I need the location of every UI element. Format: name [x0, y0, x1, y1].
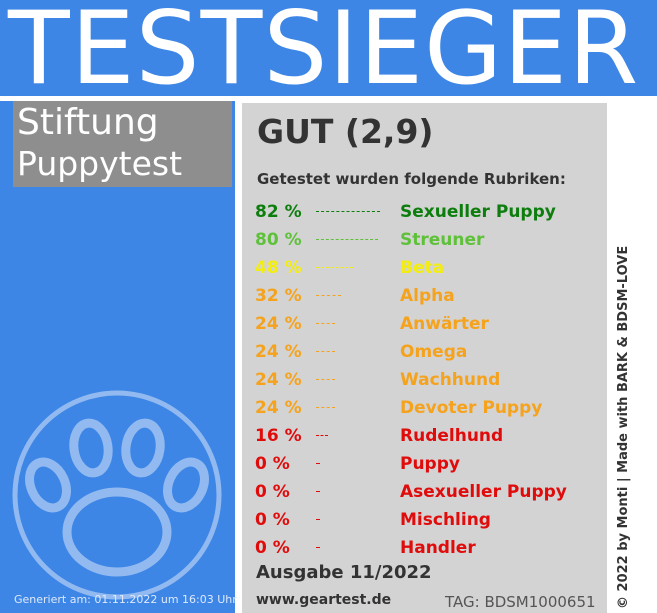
category-bar: [316, 407, 335, 408]
generated-timestamp: Generiert am: 01.11.2022 um 16:03 Uhr: [14, 593, 237, 606]
category-name: Rudelhund: [400, 426, 504, 446]
category-name: Alpha: [400, 286, 455, 306]
category-bar: [316, 547, 320, 548]
category-name: Sexueller Puppy: [400, 202, 556, 222]
category-bar: [316, 435, 328, 436]
category-name: Asexueller Puppy: [400, 482, 567, 502]
copyright-credit: © 2022 by Monti | Made with BARK & BDSM-…: [616, 245, 631, 609]
category-bar: [316, 295, 341, 296]
category-row: 24 % Wachhund: [0, 368, 607, 392]
category-percent: 0 %: [255, 510, 290, 530]
category-row: 0 % Puppy: [0, 452, 607, 476]
category-name: Beta: [400, 258, 445, 278]
category-percent: 80 %: [255, 230, 302, 250]
paw-icon: [12, 390, 222, 600]
category-percent: 24 %: [255, 314, 302, 334]
category-row: 80 % Streuner: [0, 228, 607, 252]
category-percent: 0 %: [255, 454, 290, 474]
category-name: Wachhund: [400, 370, 501, 390]
category-percent: 82 %: [255, 202, 302, 222]
category-name: Mischling: [400, 510, 491, 530]
brand-name-line2: Puppytest: [17, 144, 183, 183]
category-name: Devoter Puppy: [400, 398, 543, 418]
website-link[interactable]: www.geartest.de: [256, 592, 392, 608]
tag-id: TAG: BDSM1000651: [445, 593, 596, 611]
category-bar: [316, 211, 380, 212]
category-row: 24 % Omega: [0, 340, 607, 364]
category-row: 82 % Sexueller Puppy: [0, 200, 607, 224]
category-bar: [316, 351, 335, 352]
category-row: 16 % Rudelhund: [0, 424, 607, 448]
brand-box: [13, 101, 232, 187]
category-bar: [316, 267, 353, 268]
category-percent: 0 %: [255, 482, 290, 502]
category-row: 0 % Handler: [0, 536, 607, 560]
category-percent: 16 %: [255, 426, 302, 446]
categories-intro: Getestet wurden folgende Rubriken:: [257, 170, 566, 188]
category-name: Omega: [400, 342, 468, 362]
category-name: Streuner: [400, 230, 485, 250]
brand-name-line1: Stiftung: [17, 102, 159, 143]
category-percent: 24 %: [255, 342, 302, 362]
banner-title: TESTSIEGER: [8, 0, 640, 107]
category-row: 24 % Devoter Puppy: [0, 396, 607, 420]
grade-label: GUT (2,9): [257, 112, 434, 151]
category-row: 0 % Asexueller Puppy: [0, 480, 607, 504]
category-bar: [316, 491, 320, 492]
category-bar: [316, 239, 378, 240]
category-percent: 0 %: [255, 538, 290, 558]
edition-label: Ausgabe 11/2022: [256, 562, 432, 583]
category-bar: [316, 519, 320, 520]
category-bar: [316, 323, 335, 324]
category-name: Handler: [400, 538, 476, 558]
category-percent: 32 %: [255, 286, 302, 306]
category-name: Puppy: [400, 454, 460, 474]
credit-sidebar: © 2022 by Monti | Made with BARK & BDSM-…: [612, 103, 640, 613]
category-row: 32 % Alpha: [0, 284, 607, 308]
results-card: [242, 103, 607, 613]
category-row: 24 % Anwärter: [0, 312, 607, 336]
category-bar: [316, 463, 320, 464]
category-percent: 24 %: [255, 370, 302, 390]
category-percent: 24 %: [255, 398, 302, 418]
category-percent: 48 %: [255, 258, 302, 278]
category-row: 0 % Mischling: [0, 508, 607, 532]
category-row: 48 % Beta: [0, 256, 607, 280]
category-name: Anwärter: [400, 314, 489, 334]
category-bar: [316, 379, 335, 380]
testsieger-banner: [0, 0, 657, 96]
